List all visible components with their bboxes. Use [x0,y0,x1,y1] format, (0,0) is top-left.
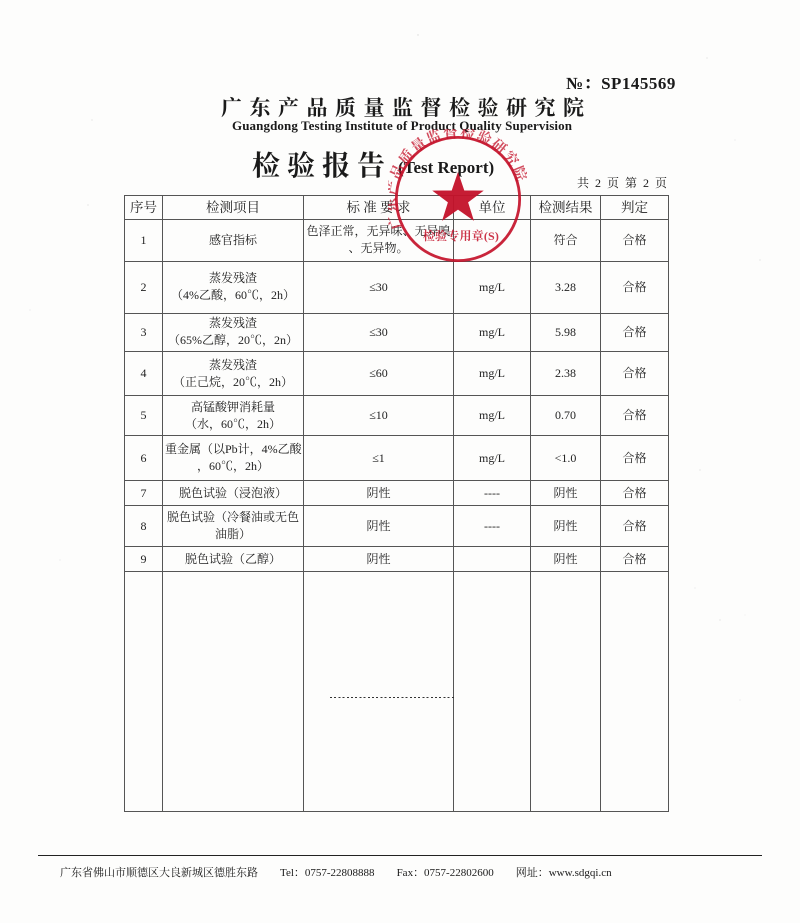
svg-text:检验专用章(S): 检验专用章(S) [423,228,499,243]
